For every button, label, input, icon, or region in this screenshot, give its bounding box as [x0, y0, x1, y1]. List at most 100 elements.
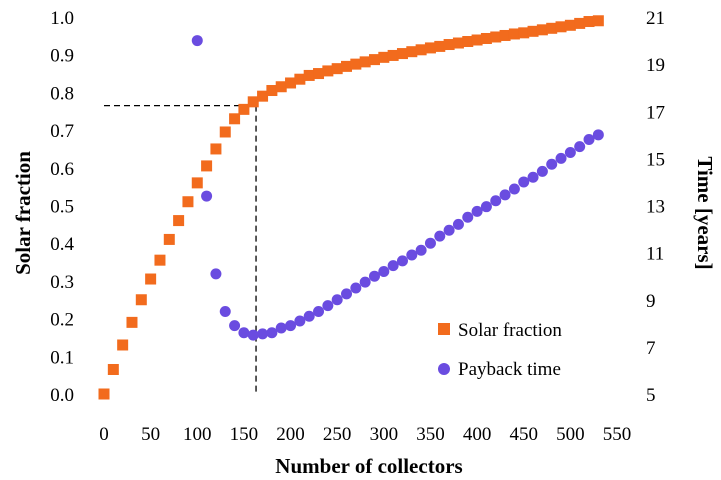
solar-fraction-point	[396, 48, 408, 60]
solar-fraction-point	[434, 40, 446, 52]
payback-time-point	[266, 327, 278, 339]
solar-fraction-point	[238, 103, 250, 115]
solar-fraction-point	[98, 388, 110, 400]
payback-time-point	[219, 306, 231, 318]
solar-fraction-point	[182, 196, 194, 208]
payback-time-point	[341, 288, 353, 300]
solar-fraction-point	[471, 34, 483, 46]
solar-fraction-point	[247, 96, 259, 108]
solar-fraction-point	[173, 215, 185, 227]
payback-time-point	[574, 141, 586, 153]
payback-time-point	[247, 329, 259, 341]
payback-time-point	[285, 320, 297, 332]
payback-time-point	[303, 310, 315, 322]
solar-fraction-point	[154, 254, 166, 266]
solar-fraction-point	[574, 17, 586, 29]
solar-fraction-point	[592, 15, 604, 27]
payback-time-point	[536, 165, 548, 177]
solar-fraction-point	[452, 37, 464, 49]
x-tick-label: 300	[370, 424, 399, 445]
payback-time-point	[210, 268, 222, 280]
x-tick-label: 400	[463, 424, 492, 445]
x-tick-label: 200	[276, 424, 305, 445]
series-solar-fraction	[98, 15, 604, 400]
solar-fraction-point	[508, 28, 520, 40]
legend-marker-payback-time	[438, 363, 450, 375]
solar-fraction-point	[135, 294, 147, 306]
solar-fraction-point	[359, 56, 371, 68]
payback-time-point	[238, 327, 250, 339]
payback-time-point	[294, 315, 306, 327]
solar-fraction-point	[518, 27, 530, 39]
solar-fraction-point	[415, 44, 427, 56]
axes: 0 50 100 150 200 250 300 350 400 450 500 550 0.0 0.1 0…	[50, 8, 665, 445]
y-right-tick-label: 13	[646, 197, 665, 218]
solar-fraction-point	[285, 77, 297, 89]
y-left-tick-label: 0.9	[50, 46, 74, 67]
payback-time-point	[257, 328, 269, 340]
x-tick-label: 0	[99, 424, 109, 445]
y-right-tick-label: 21	[646, 8, 665, 29]
solar-fraction-point	[527, 25, 539, 37]
legend-label-payback-time: Payback time	[458, 359, 561, 380]
y-left-tick-label: 0.1	[50, 347, 74, 368]
payback-time-point	[368, 270, 380, 282]
solar-fraction-point	[480, 32, 492, 44]
y-right-tick-label: 15	[646, 149, 665, 170]
payback-time-point	[508, 183, 520, 195]
reference-lines	[104, 104, 257, 394]
payback-time-point	[191, 35, 203, 47]
solar-fraction-point	[536, 24, 548, 36]
payback-time-point	[424, 237, 436, 249]
solar-fraction-point	[462, 36, 474, 48]
solar-fraction-point	[490, 31, 502, 43]
x-tick-label: 250	[323, 424, 352, 445]
payback-time-point	[406, 249, 418, 261]
x-tick-label: 350	[416, 424, 445, 445]
solar-fraction-point	[387, 49, 399, 61]
payback-time-point	[527, 171, 539, 183]
payback-time-point	[313, 306, 325, 318]
payback-time-point	[499, 189, 511, 201]
payback-time-point	[480, 201, 492, 213]
y-axis-left-title: Solar fraction	[11, 151, 35, 275]
solar-fraction-point	[406, 46, 418, 58]
solar-fraction-point	[210, 143, 222, 155]
solar-fraction-point	[229, 113, 241, 125]
solar-fraction-point	[191, 177, 203, 189]
x-tick-label: 500	[556, 424, 585, 445]
solar-fraction-point	[564, 19, 576, 31]
x-tick-label: 150	[230, 424, 259, 445]
y-right-tick-label: 11	[646, 244, 664, 265]
series-payback-time	[191, 35, 604, 341]
solar-fraction-point	[219, 126, 231, 138]
solar-fraction-point	[350, 58, 362, 70]
payback-time-point	[350, 282, 362, 294]
payback-time-point	[452, 218, 464, 230]
solar-fraction-point	[499, 29, 511, 41]
solar-fraction-point	[107, 363, 119, 375]
payback-time-point	[592, 129, 604, 141]
solar-fraction-point	[424, 42, 436, 54]
legend: Solar fraction Payback time	[438, 320, 562, 380]
y-right-tick-label: 5	[646, 385, 656, 406]
payback-time-point	[275, 322, 287, 334]
solar-fraction-point	[322, 65, 334, 77]
x-tick-label: 550	[603, 424, 632, 445]
solar-fraction-point	[443, 39, 455, 51]
solar-fraction-point	[266, 85, 278, 97]
x-tick-label: 450	[509, 424, 538, 445]
y-axis-right-title: Time [years]	[693, 156, 717, 269]
solar-fraction-point	[257, 90, 269, 102]
y-left-tick-label: 0.6	[50, 159, 74, 180]
y-left-tick-label: 1.0	[50, 8, 74, 29]
y-right-tick-label: 17	[646, 102, 665, 123]
solar-fraction-point	[546, 22, 558, 34]
x-tick-label: 100	[183, 424, 212, 445]
solar-fraction-point	[341, 60, 353, 72]
solar-fraction-point	[294, 73, 306, 85]
payback-time-point	[201, 190, 213, 202]
solar-fraction-point	[163, 233, 175, 245]
